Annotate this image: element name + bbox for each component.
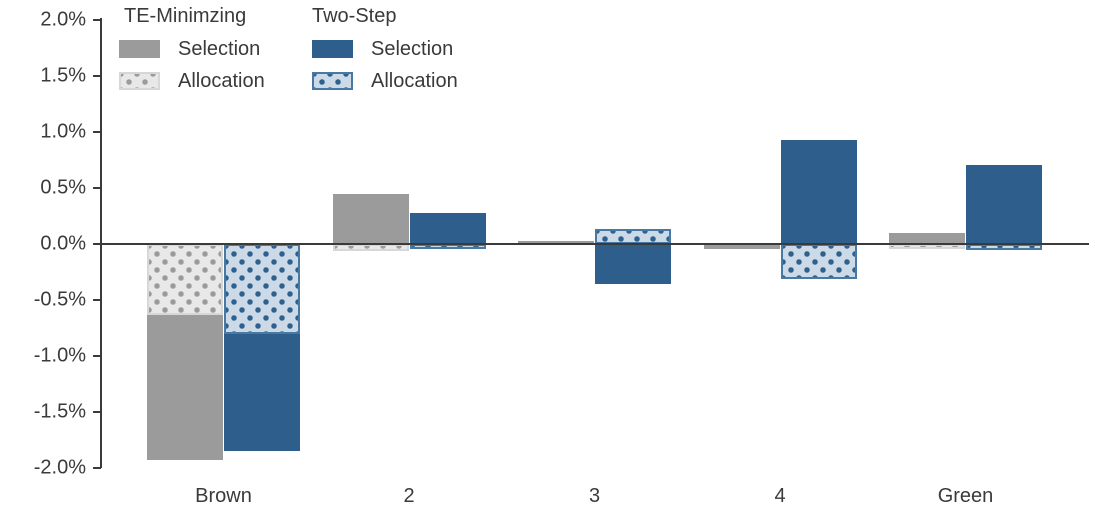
y-tick-label: 1.0%: [40, 120, 86, 143]
bar-two-step-selection-3: [595, 244, 671, 285]
zero-line: [100, 243, 1089, 245]
legend-te-title: TE-Minimzing: [124, 5, 247, 27]
bar-te-minimzing-allocation-Brown: [147, 244, 223, 315]
legend-ts-title: Two-Step: [312, 5, 397, 27]
legend-te-allocation-label: Allocation: [178, 70, 265, 92]
x-tick-label-Brown: Brown: [195, 485, 252, 507]
bar-te-minimzing-selection-Green: [889, 232, 965, 244]
x-tick-label-2: 2: [403, 485, 415, 507]
y-tick-label: 1.5%: [40, 64, 86, 87]
legend-te-selection-label: Selection: [178, 38, 261, 60]
legend-ts-allocation-label: Allocation: [371, 70, 458, 92]
y-tick-mark: [93, 187, 101, 189]
legend-te-allocation-swatch: [119, 72, 160, 90]
x-tick-label-Green: Green: [937, 485, 994, 507]
bar-two-step-selection-Green: [966, 164, 1042, 244]
x-tick-label-3: 3: [588, 485, 601, 507]
bar-two-step-selection-2: [409, 212, 486, 244]
bar-te-minimzing-allocation-2: [332, 244, 409, 251]
bar-two-step-selection-4: [780, 139, 857, 244]
legend-ts-selection-label: Selection: [371, 38, 454, 60]
y-tick-mark: [93, 355, 101, 357]
y-tick-mark: [93, 467, 101, 469]
y-tick-label: 0.5%: [40, 176, 86, 199]
bar-te-minimzing-selection-2: [332, 193, 409, 244]
bar-two-step-selection-Brown: [224, 333, 300, 452]
bar-two-step-allocation-3: [595, 229, 671, 244]
y-tick-mark: [93, 411, 101, 413]
y-tick-mark: [93, 299, 101, 301]
y-tick-label: 0.0%: [40, 232, 86, 255]
legend-ts-selection-swatch: [312, 40, 353, 58]
bar-te-minimzing-selection-4: [703, 244, 780, 249]
bar-two-step-allocation-4: [780, 244, 857, 279]
y-tick-mark: [93, 131, 101, 133]
bar-te-minimzing-selection-Brown: [147, 314, 223, 461]
y-tick-label: -0.5%: [33, 288, 86, 311]
y-tick-mark: [93, 75, 101, 77]
x-tick-label-4: 4: [774, 485, 786, 507]
legend-ts-allocation-swatch: [312, 72, 353, 90]
bar-te-minimzing-selection-3: [518, 240, 594, 244]
y-tick-mark: [93, 19, 101, 21]
y-tick-label: 2.0%: [40, 8, 86, 31]
y-tick-mark: [93, 243, 101, 245]
y-tick-label: -1.5%: [33, 400, 86, 423]
y-tick-label: -2.0%: [33, 456, 86, 479]
y-tick-label: -1.0%: [33, 344, 86, 367]
bar-two-step-allocation-Brown: [224, 244, 300, 334]
legend-te-selection-swatch: [119, 40, 160, 58]
